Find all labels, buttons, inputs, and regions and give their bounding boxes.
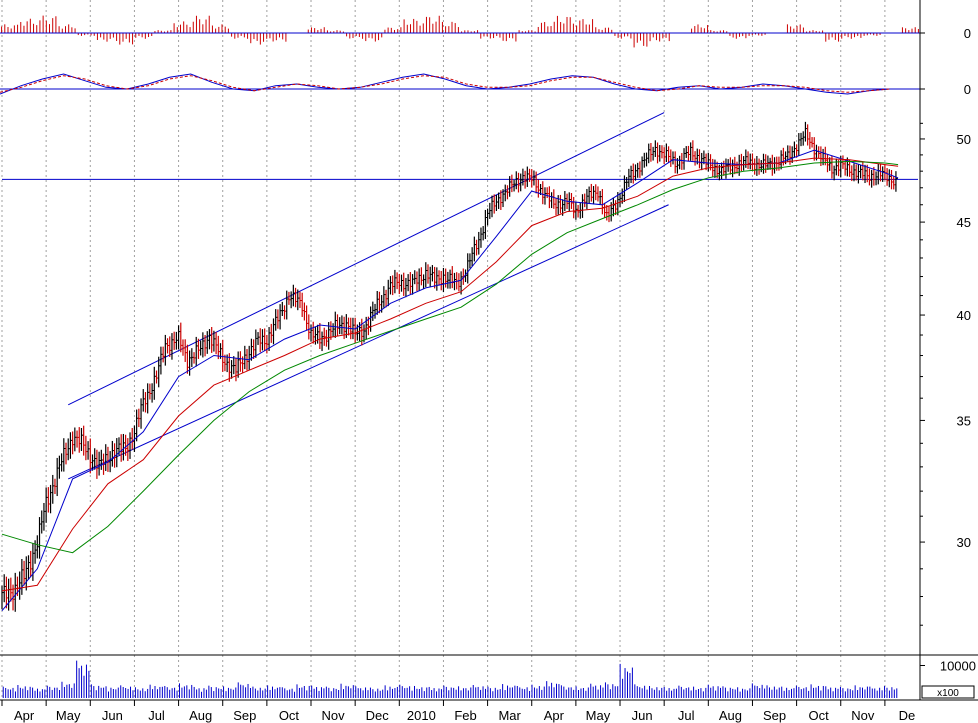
x-tick-label: Apr [14,708,35,723]
histogram-zero-label: 0 [964,26,971,41]
y-axis-labels: 0 0 30 35 40 45 50 10000 x100 [920,26,976,699]
price-panel [1,112,918,612]
moving-average-line [1,160,899,554]
x-tick-label: Aug [719,708,742,723]
x-tick-label: Nov [322,708,346,723]
x-tick-label: May [586,708,611,723]
x-tick-label: Aug [189,708,212,723]
oscillator-lines-panel [0,73,920,95]
x-tick-label: Oct [809,708,830,723]
oscillator-histogram-panel [0,15,920,48]
x-tick-label: De [899,708,916,723]
x-tick-label: Oct [279,708,300,723]
x-tick-label: Apr [544,708,565,723]
price-y-tick-label: 35 [957,413,971,428]
x-tick-label: May [56,708,81,723]
x-tick-label: Dec [366,708,390,723]
oscillator-main-line [0,73,891,95]
x-tick-label: Jun [632,708,653,723]
gridlines [1,0,886,700]
volume-scale-box [921,685,975,699]
x-tick-label: Sep [233,708,256,723]
price-y-tick-label: 30 [957,535,971,550]
volume-y-tick-label: 10000 [940,659,976,674]
x-axis-labels: Apr May Jun Jul Aug Sep Oct Nov Dec 2010 Feb Mar Apr… [1,700,916,723]
volume-scale-label: x100 [937,688,959,699]
x-tick-label: Sep [763,708,786,723]
volume-panel [2,660,898,698]
x-tick-label: Mar [498,708,521,723]
x-tick-label: Jun [102,708,123,723]
moving-average-line [1,157,899,592]
x-tick-label: Jul [678,708,695,723]
trend-line [68,204,669,480]
x-tick-label: 2010 [407,708,436,723]
oscillator-zero-label: 0 [964,82,971,97]
price-y-tick-label: 45 [957,215,971,230]
x-tick-label: Nov [851,708,875,723]
panel-frames [0,0,978,701]
price-y-tick-label: 40 [957,308,971,323]
x-tick-label: Feb [454,708,476,723]
oscillator-signal-line [0,75,891,93]
price-y-tick-label: 50 [957,132,971,147]
trend-line [67,112,665,406]
x-tick-label: Jul [148,708,165,723]
